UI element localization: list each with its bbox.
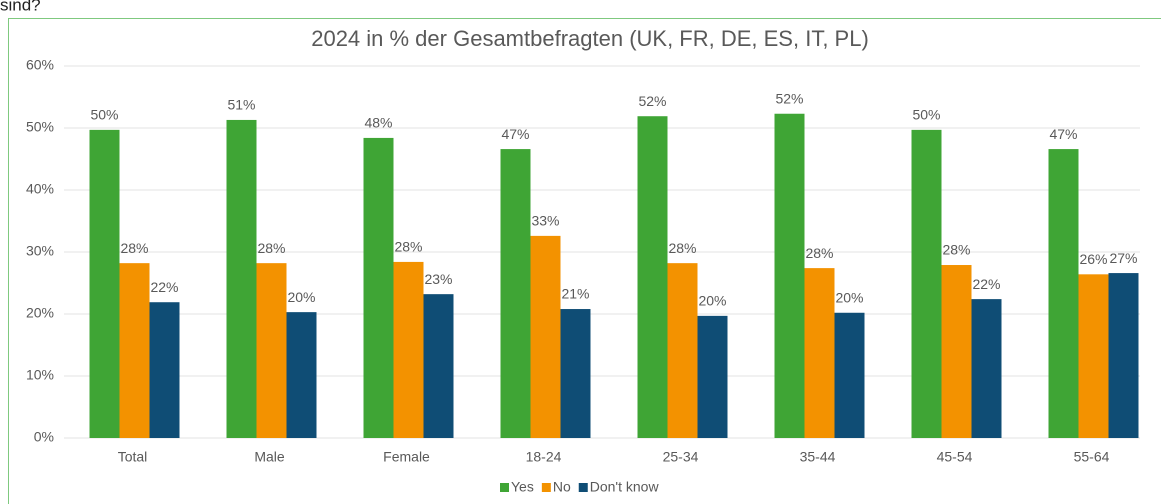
data-label: 21% (561, 286, 589, 302)
y-tick-label: 30% (26, 243, 54, 259)
data-label: 20% (287, 289, 315, 305)
x-tick-label: Female (383, 449, 430, 465)
bar (393, 261, 424, 438)
x-tick-label: 35-44 (800, 449, 836, 465)
y-tick-label: 40% (26, 181, 54, 197)
bar (1108, 273, 1139, 438)
data-label: 28% (257, 240, 285, 256)
data-label: 52% (638, 93, 666, 109)
bar (697, 315, 728, 438)
data-label: 28% (942, 242, 970, 258)
data-label: 47% (501, 126, 529, 142)
bar (423, 294, 454, 438)
bar (774, 113, 805, 439)
bar (149, 302, 180, 438)
bar (89, 129, 120, 439)
data-label: 22% (150, 279, 178, 295)
bar (637, 116, 668, 438)
legend-label: No (553, 479, 571, 495)
bar (941, 265, 972, 438)
data-label: 28% (394, 239, 422, 255)
cropped-question: sind? (0, 0, 41, 14)
x-tick-label: Male (254, 449, 285, 465)
data-label: 48% (364, 115, 392, 131)
bar (971, 299, 1002, 438)
bar (363, 137, 394, 439)
data-label: 51% (227, 97, 255, 113)
data-label: 20% (698, 293, 726, 309)
legend-swatch (578, 483, 588, 492)
bar (1048, 149, 1079, 438)
data-label: 52% (775, 90, 803, 106)
bar (500, 149, 531, 438)
data-label: 26% (1079, 251, 1107, 267)
data-label: 27% (1109, 250, 1137, 266)
legend-label: Don't know (590, 479, 660, 495)
x-tick-label: 55-64 (1074, 449, 1110, 465)
bar (560, 309, 591, 438)
legend-label: Yes (511, 479, 534, 495)
bar (119, 263, 150, 438)
y-tick-label: 0% (34, 429, 54, 445)
data-label: 20% (835, 289, 863, 305)
data-label: 33% (531, 213, 559, 229)
data-label: 22% (972, 276, 1000, 292)
data-label: 28% (120, 240, 148, 256)
data-label: 50% (90, 107, 118, 123)
y-tick-label: 50% (26, 119, 54, 135)
legend-swatch (541, 483, 551, 492)
bar (667, 263, 698, 438)
data-label: 28% (805, 245, 833, 261)
bar (1078, 274, 1109, 438)
legend-swatch (500, 483, 509, 492)
bar (530, 235, 561, 438)
bar (226, 119, 257, 438)
bar (256, 263, 287, 438)
data-label: 23% (424, 271, 452, 287)
bar (911, 129, 942, 439)
chart-title: 2024 in % der Gesamtbefragten (UK, FR, D… (311, 26, 869, 51)
y-tick-label: 20% (26, 305, 54, 321)
data-label: 50% (912, 107, 940, 123)
x-tick-label: Total (118, 449, 148, 465)
bar (286, 312, 317, 438)
bar (834, 312, 865, 438)
x-tick-label: 25-34 (663, 449, 699, 465)
data-label: 28% (668, 240, 696, 256)
x-tick-label: 18-24 (526, 449, 562, 465)
data-label: 47% (1049, 126, 1077, 142)
x-tick-label: 45-54 (937, 449, 973, 465)
y-tick-label: 10% (26, 367, 54, 383)
bar (804, 268, 835, 438)
chart-border (8, 18, 1161, 504)
y-tick-label: 60% (26, 57, 54, 73)
